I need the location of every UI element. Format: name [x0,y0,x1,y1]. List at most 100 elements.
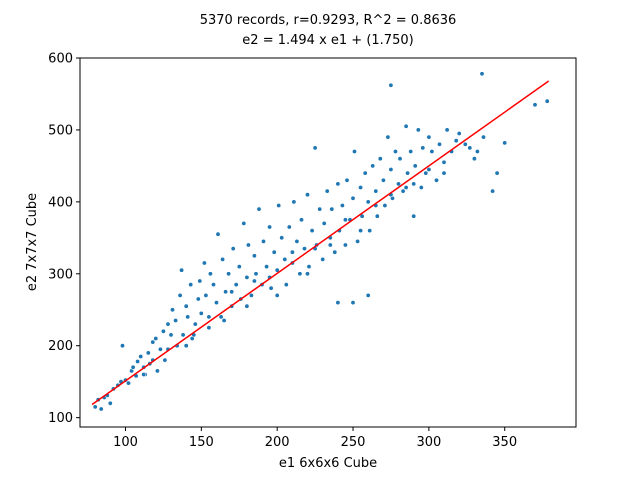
scatter-point [244,274,250,280]
scatter-point [230,246,236,252]
scatter-point [436,141,442,147]
scatter-point [304,271,310,277]
scatter-point [355,238,361,244]
scatter-point [335,181,341,187]
scatter-point [374,213,380,219]
scatter-point [294,238,300,244]
scatter-point [342,217,348,223]
scatter-point [377,156,383,162]
scatter-point [192,321,198,327]
scatter-point [289,249,295,255]
scatter-point [324,188,330,194]
scatter-point [502,140,508,146]
scatter-point [351,149,357,155]
scatter-point [490,188,496,194]
y-tick-label: 300 [48,267,73,282]
x-ticks: 100 150 200 250 300 350 [113,427,517,450]
scatter-point [397,156,403,162]
scatter-point [179,267,185,273]
scatter-point [306,264,312,270]
scatter-point [226,271,232,277]
scatter-point [276,203,282,209]
scatter-point [400,188,406,194]
x-tick-label: 100 [113,435,138,450]
scatter-point [198,310,204,316]
scatter-point [532,102,538,108]
chart-subtitle: e2 = 1.494 x e1 + (1.750) [242,33,413,48]
scatter-point [320,256,326,262]
scatter-point [282,256,288,262]
scatter-point [236,264,242,270]
chart-title: 5370 records, r=0.9293, R^2 = 0.8636 [200,13,457,28]
x-tick-label: 250 [341,435,366,450]
scatter-point [462,141,468,147]
scatter-point [286,224,292,230]
scatter-point [373,188,379,194]
x-axis-label: e1 6x6x6 Cube [279,456,377,471]
scatter-point [223,289,229,295]
scatter-point [241,220,247,226]
scatter-point [244,303,250,309]
scatter-point [251,278,257,284]
scatter-point [309,228,315,234]
scatter-point [185,314,191,320]
scatter-point [107,400,113,406]
scatter-point [327,242,333,248]
scatter-point [362,170,368,176]
scatter-point [321,220,327,226]
x-tick-label: 200 [265,435,290,450]
scatter-point [291,199,297,205]
scatter-point [98,406,104,412]
scatter-point [456,131,462,137]
x-tick-label: 300 [416,435,441,450]
scatter-point [418,185,424,191]
scatter-point [392,149,398,155]
scatter-point [183,343,189,349]
scatter-point [365,199,371,205]
scatter-point [329,206,335,212]
scatter-point [274,292,280,298]
y-ticks: 100 200 300 400 500 600 [48,52,80,426]
scatter-point [365,292,371,298]
scatter-point [138,353,144,359]
scatter-point [350,195,356,201]
scatter-point [135,358,141,364]
scatter-point [297,271,303,277]
scatter-point [229,289,235,295]
scatter-point [145,350,151,356]
scatter-point [426,167,432,173]
scatter-point [474,149,480,155]
scatter-point [471,156,477,162]
scatter-point [453,138,459,144]
scatter-point [248,292,254,298]
regression-line [91,80,550,406]
scatter-point [403,185,409,191]
scatter-point [177,292,183,298]
scatter-point [332,249,338,255]
scatter-point [173,317,179,323]
scatter-point [429,149,435,155]
scatter-point [426,134,432,140]
scatter-point [220,256,226,262]
scatter-point [423,170,429,176]
scatter-point [367,228,373,234]
scatter-point [168,332,174,338]
scatter-point [264,264,270,270]
y-tick-label: 400 [48,195,73,210]
scatter-point [433,177,439,183]
scatter-point [154,368,160,374]
scatter-point [150,339,156,345]
scatter-point [141,371,147,377]
scatter-point [411,213,417,219]
scatter-point [215,231,221,237]
scatter-point [312,145,318,151]
y-tick-label: 100 [48,411,73,426]
scatter-point [420,145,426,151]
scatter-point [388,82,394,88]
scatter-point [130,364,136,370]
scatter-point [126,380,132,386]
scatter-point [405,170,411,176]
scatter-point [201,260,207,266]
scatter-point [218,314,224,320]
